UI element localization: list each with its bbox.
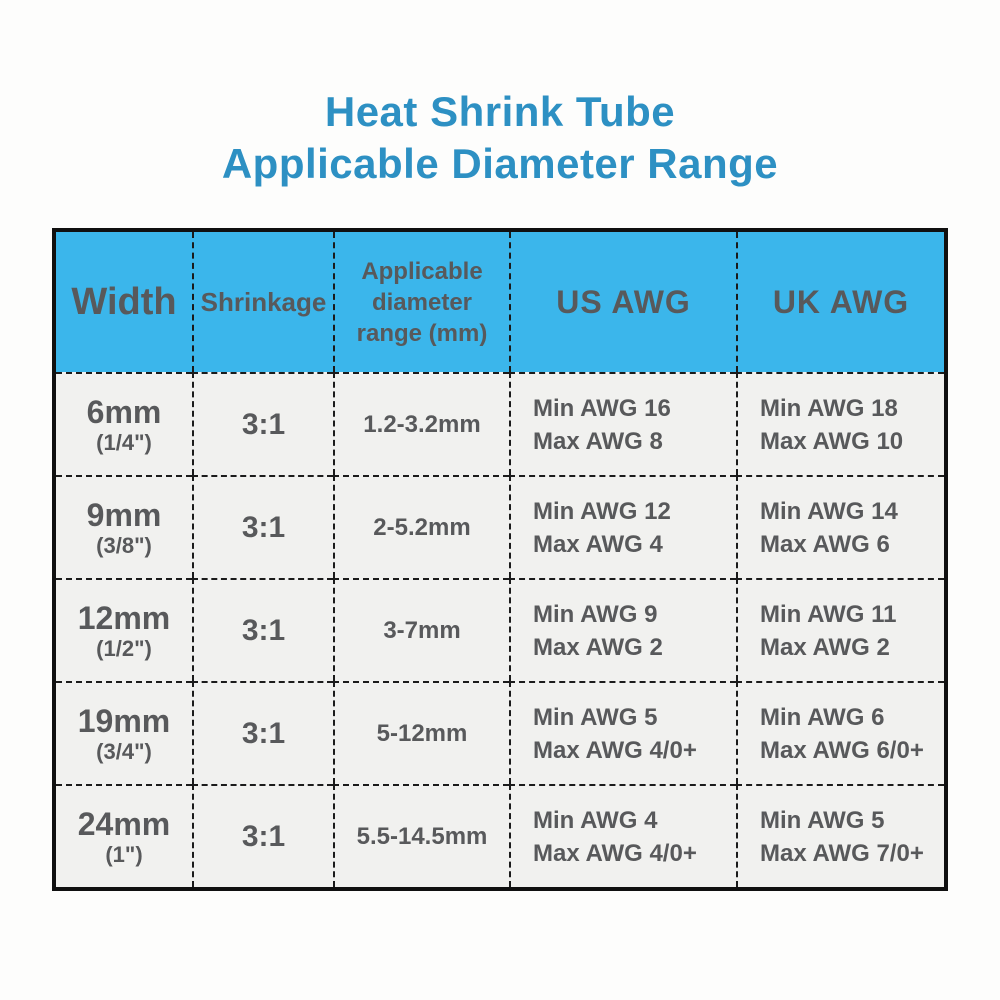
page-title: Heat Shrink Tube Applicable Diameter Ran… [0,86,1000,190]
us-awg-cell: Min AWG 9 Max AWG 2 [509,578,736,681]
uk-awg-max: Max AWG 10 [760,427,904,455]
width-inch: (1/4") [96,429,152,455]
diameter-cell: 5.5-14.5mm [333,784,509,887]
us-awg-cell: Min AWG 4 Max AWG 4/0+ [509,784,736,887]
shrinkage-cell: 3:1 [192,372,333,475]
diameter-cell: 5-12mm [333,681,509,784]
header-cell-diameter: Applicable diameter range (mm) [333,232,509,372]
uk-awg-min: Min AWG 6 [760,703,885,731]
us-awg-max: Max AWG 4/0+ [533,839,697,867]
shrinkage-cell: 3:1 [192,784,333,887]
width-mm: 6mm [86,393,162,430]
width-inch: (1") [105,841,143,867]
us-awg-max: Max AWG 8 [533,427,663,455]
uk-awg-max: Max AWG 6/0+ [760,736,924,764]
shrinkage-cell: 3:1 [192,578,333,681]
us-awg-max: Max AWG 4/0+ [533,736,697,764]
header-cell-uk-awg: UK AWG [736,232,944,372]
us-awg-min: Min AWG 9 [533,600,658,628]
uk-awg-max: Max AWG 6 [760,530,890,558]
uk-awg-min: Min AWG 11 [760,600,897,628]
uk-awg-min: Min AWG 14 [760,497,898,525]
us-awg-max: Max AWG 2 [533,633,663,661]
shrinkage-cell: 3:1 [192,475,333,578]
us-awg-min: Min AWG 12 [533,497,671,525]
header-cell-us-awg: US AWG [509,232,736,372]
width-cell: 6mm (1/4") [56,372,192,475]
us-awg-cell: Min AWG 12 Max AWG 4 [509,475,736,578]
title-line-1: Heat Shrink Tube [324,88,676,135]
width-mm: 9mm [86,496,162,533]
diameter-cell: 3-7mm [333,578,509,681]
us-awg-max: Max AWG 4 [533,530,663,558]
header-cell-shrinkage: Shrinkage [192,232,333,372]
uk-awg-cell: Min AWG 11 Max AWG 2 [736,578,944,681]
us-awg-min: Min AWG 4 [533,806,658,834]
width-inch: (1/2") [96,635,152,661]
uk-awg-max: Max AWG 7/0+ [760,839,924,867]
width-cell: 19mm (3/4") [56,681,192,784]
width-mm: 12mm [77,599,171,636]
width-cell: 12mm (1/2") [56,578,192,681]
diameter-cell: 2-5.2mm [333,475,509,578]
width-cell: 9mm (3/8") [56,475,192,578]
shrinkage-cell: 3:1 [192,681,333,784]
width-mm: 19mm [77,702,171,739]
width-inch: (3/8") [96,532,152,558]
us-awg-cell: Min AWG 5 Max AWG 4/0+ [509,681,736,784]
uk-awg-min: Min AWG 18 [760,394,898,422]
us-awg-cell: Min AWG 16 Max AWG 8 [509,372,736,475]
uk-awg-cell: Min AWG 6 Max AWG 6/0+ [736,681,944,784]
width-mm: 24mm [77,805,171,842]
width-inch: (3/4") [96,738,152,764]
uk-awg-max: Max AWG 2 [760,633,890,661]
uk-awg-min: Min AWG 5 [760,806,885,834]
header-cell-width: Width [56,232,192,372]
uk-awg-cell: Min AWG 18 Max AWG 10 [736,372,944,475]
title-line-2: Applicable Diameter Range [221,140,779,187]
us-awg-min: Min AWG 16 [533,394,671,422]
us-awg-min: Min AWG 5 [533,703,658,731]
spec-table: Width Shrinkage Applicable diameter rang… [52,228,948,891]
width-cell: 24mm (1") [56,784,192,887]
uk-awg-cell: Min AWG 14 Max AWG 6 [736,475,944,578]
diameter-cell: 1.2-3.2mm [333,372,509,475]
uk-awg-cell: Min AWG 5 Max AWG 7/0+ [736,784,944,887]
